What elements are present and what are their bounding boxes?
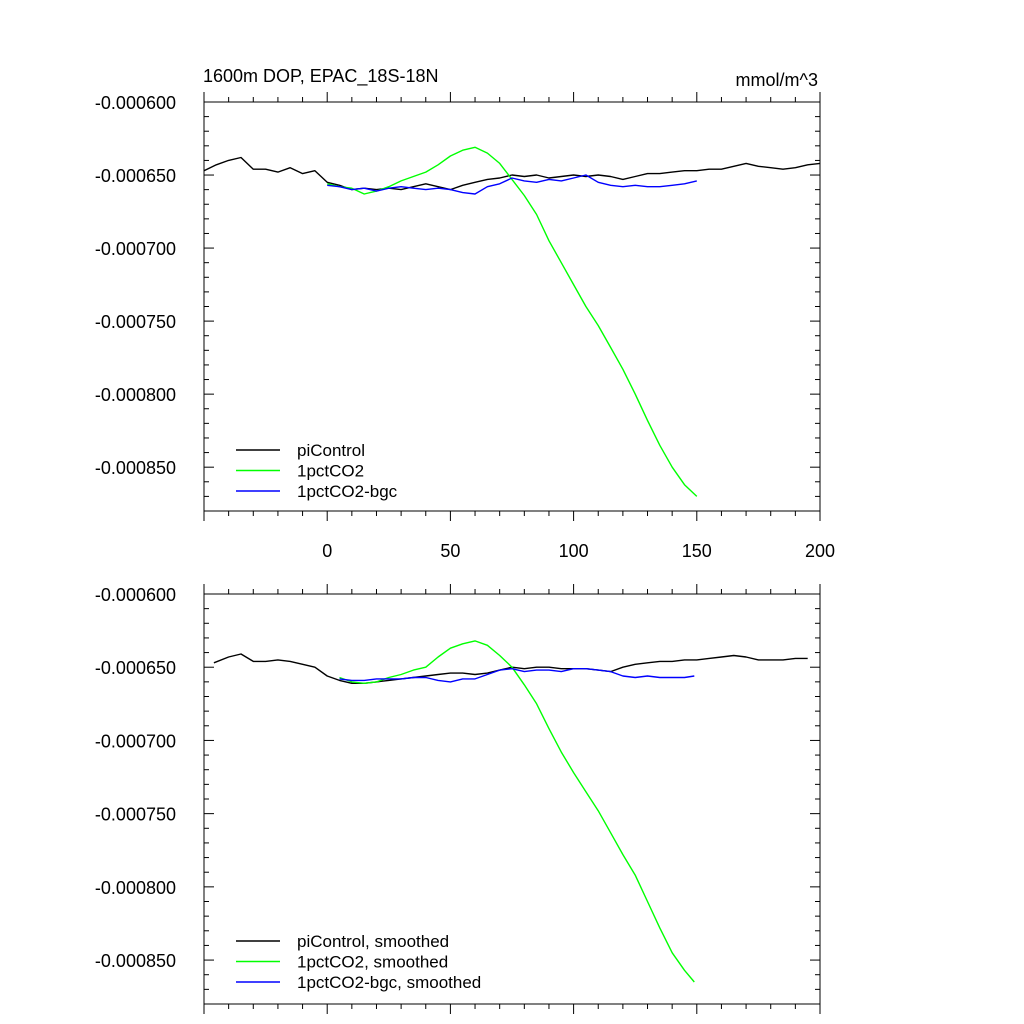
series-line-1pctco2-smoothed — [339, 640, 695, 983]
bottom-panel: -0.000600 -0.000650 -0.000700 -0.000750 -0.0… — [95, 584, 821, 1014]
top-panel: 1600m DOP, EPAC_18S-18N mmol/m^3 -0.0006… — [95, 66, 835, 561]
legend-label: piControl — [297, 441, 365, 460]
y-tick-label: -0.000800 — [95, 878, 176, 898]
y-tick-label: -0.000850 — [95, 458, 176, 478]
y-tick-label: -0.000750 — [95, 312, 176, 332]
series-line-picontrol — [203, 156, 821, 191]
units-label: mmol/m^3 — [736, 70, 818, 90]
x-tick-label: 150 — [682, 541, 712, 561]
series-line-1pctco2-bgc-smoothed — [339, 668, 695, 683]
y-tick-label: -0.000650 — [95, 658, 176, 678]
y-tick-label: -0.000600 — [95, 585, 176, 605]
y-tick-label: -0.000800 — [95, 385, 176, 405]
x-tick-label: 100 — [559, 541, 589, 561]
y-tick-label: -0.000700 — [95, 731, 176, 751]
y-tick-label: -0.000750 — [95, 805, 176, 825]
legend-label: piControl, smoothed — [297, 932, 449, 951]
legend-label: 1pctCO2-bgc, smoothed — [297, 973, 481, 992]
series-line-1pctco2 — [327, 146, 698, 497]
legend-label: 1pctCO2-bgc — [297, 482, 398, 501]
y-tick-label: -0.000700 — [95, 239, 176, 259]
y-tick-label: -0.000850 — [95, 951, 176, 971]
series-line-1pctco2-bgc — [327, 174, 697, 195]
chart-title: 1600m DOP, EPAC_18S-18N — [203, 66, 438, 87]
legend-label: 1pctCO2 — [297, 462, 364, 481]
y-tick-label: -0.000650 — [95, 166, 176, 186]
x-tick-label: 0 — [322, 541, 332, 561]
x-tick-label: 200 — [805, 541, 835, 561]
legend: piControl, smoothed 1pctCO2, smoothed1pct… — [236, 932, 481, 992]
y-tick-label: -0.000600 — [95, 93, 176, 113]
legend-label: 1pctCO2, smoothed — [297, 953, 448, 972]
x-tick-label: 50 — [440, 541, 460, 561]
